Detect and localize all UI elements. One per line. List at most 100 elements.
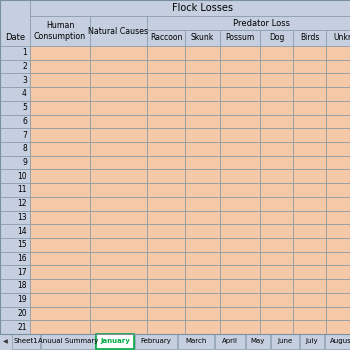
Text: 10: 10	[18, 172, 27, 181]
Bar	[326, 169, 350, 183]
Bar	[0, 320, 30, 334]
Bar	[147, 320, 185, 334]
Bar	[185, 87, 220, 101]
Text: 15: 15	[18, 240, 27, 249]
Bar	[147, 238, 185, 252]
Text: June: June	[277, 338, 293, 344]
Bar	[90, 252, 147, 265]
Bar	[326, 265, 350, 279]
Bar	[260, 265, 293, 279]
Bar	[185, 211, 220, 224]
Bar	[90, 320, 147, 334]
Bar	[185, 46, 220, 60]
Bar	[147, 197, 185, 211]
Bar	[260, 211, 293, 224]
Bar	[30, 46, 90, 60]
Bar	[30, 156, 90, 169]
Bar	[30, 169, 90, 183]
Bar	[293, 60, 326, 74]
Bar	[147, 252, 185, 265]
Bar	[326, 307, 350, 320]
Bar	[30, 142, 90, 156]
Bar	[90, 293, 147, 307]
Text: 19: 19	[18, 295, 27, 304]
Bar	[260, 197, 293, 211]
Bar	[220, 169, 260, 183]
Bar	[185, 279, 220, 293]
Bar	[0, 279, 30, 293]
Bar	[30, 307, 90, 320]
Bar	[90, 16, 147, 46]
Bar	[220, 265, 260, 279]
Bar	[0, 87, 30, 101]
Bar	[0, 252, 30, 265]
Bar	[147, 183, 185, 197]
Text: Predator Loss: Predator Loss	[233, 19, 290, 28]
Bar	[90, 46, 147, 60]
Bar	[147, 101, 185, 114]
Bar	[260, 183, 293, 197]
Bar	[326, 252, 350, 265]
Bar	[220, 101, 260, 114]
Bar	[260, 128, 293, 142]
Bar	[30, 211, 90, 224]
Bar	[185, 183, 220, 197]
Bar	[90, 87, 147, 101]
Bar	[185, 30, 220, 46]
Bar	[12, 334, 40, 349]
Bar	[260, 142, 293, 156]
Bar	[0, 334, 350, 350]
Bar	[271, 334, 299, 349]
Bar	[220, 142, 260, 156]
Bar	[90, 265, 147, 279]
Bar	[147, 46, 185, 60]
Bar	[0, 0, 30, 46]
Text: 11: 11	[18, 186, 27, 195]
Text: 4: 4	[22, 90, 27, 98]
Bar	[90, 197, 147, 211]
Bar	[260, 74, 293, 87]
Text: May: May	[251, 338, 265, 344]
Bar	[326, 128, 350, 142]
Bar	[147, 211, 185, 224]
Bar	[326, 279, 350, 293]
Bar	[326, 183, 350, 197]
Bar	[185, 307, 220, 320]
Bar	[0, 265, 30, 279]
Bar	[30, 265, 90, 279]
Bar	[326, 197, 350, 211]
Bar	[293, 74, 326, 87]
Text: 2: 2	[22, 62, 27, 71]
Bar	[293, 128, 326, 142]
Bar	[0, 46, 30, 60]
Text: August: August	[330, 338, 350, 344]
Bar	[30, 87, 90, 101]
Text: Birds: Birds	[300, 34, 319, 42]
Bar	[185, 238, 220, 252]
Bar	[90, 128, 147, 142]
Text: ◀: ◀	[3, 340, 8, 344]
Bar	[325, 334, 350, 349]
Bar	[90, 238, 147, 252]
Bar	[90, 60, 147, 74]
Text: 9: 9	[22, 158, 27, 167]
Bar	[260, 320, 293, 334]
Bar	[147, 307, 185, 320]
Bar	[0, 169, 30, 183]
Bar	[90, 279, 147, 293]
Text: Possum: Possum	[225, 34, 255, 42]
Bar	[260, 224, 293, 238]
Bar	[90, 211, 147, 224]
Bar	[293, 87, 326, 101]
Bar	[260, 30, 293, 46]
Bar	[185, 74, 220, 87]
Bar	[0, 60, 30, 74]
Bar	[185, 169, 220, 183]
Text: Natural Causes: Natural Causes	[89, 27, 148, 35]
Bar	[185, 265, 220, 279]
Bar	[220, 60, 260, 74]
Bar	[220, 252, 260, 265]
Text: March: March	[185, 338, 207, 344]
Bar	[220, 156, 260, 169]
Text: Anuual Summary: Anuual Summary	[38, 338, 98, 344]
